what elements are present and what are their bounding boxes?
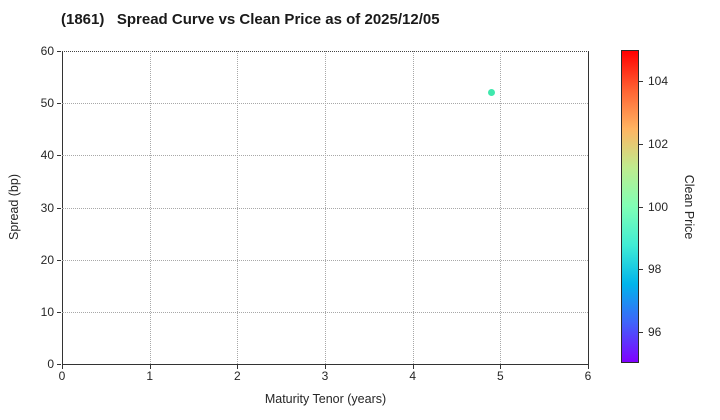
y-tick-label: 0: [47, 357, 54, 371]
x-tick-mark: [412, 365, 414, 369]
horizontal-gridline: [62, 207, 588, 209]
y-tick-mark: [57, 259, 61, 261]
y-tick-label: 30: [40, 200, 54, 215]
colorbar-tick-mark: [639, 206, 643, 208]
y-tick-mark: [57, 207, 61, 209]
colorbar-tick-label: 100: [648, 199, 669, 214]
x-tick-mark: [237, 365, 239, 369]
x-tick-label: 2: [233, 369, 241, 383]
colorbar-tick-mark: [639, 331, 643, 333]
colorbar-label: Clean Price: [682, 174, 696, 240]
y-tick-label: 50: [40, 96, 54, 111]
colorbar-tick-label: 102: [648, 136, 669, 151]
x-tick-label: 3: [321, 369, 329, 383]
x-tick-mark: [325, 365, 326, 369]
colorbar: [621, 50, 639, 363]
colorbar-tick-label: 104: [648, 74, 669, 89]
y-tick-label: 20: [40, 252, 54, 267]
x-tick-mark: [62, 365, 63, 369]
x-tick-label: 1: [146, 369, 153, 383]
scatter-point: [488, 89, 496, 97]
y-tick-label: 40: [40, 148, 54, 163]
horizontal-gridline: [62, 311, 588, 313]
y-tick-mark: [57, 103, 61, 105]
x-tick-mark: [588, 365, 589, 369]
colorbar-tick-mark: [639, 269, 643, 271]
x-tick-label: 6: [584, 369, 592, 383]
chart-title: (1861) Spread Curve vs Clean Price as of…: [61, 11, 440, 28]
x-axis-label: Maturity Tenor (years): [264, 392, 387, 406]
colorbar-tick-mark: [639, 81, 643, 83]
x-tick-mark: [500, 365, 502, 369]
colorbar-tick-mark: [639, 143, 643, 145]
horizontal-gridline: [62, 259, 588, 261]
x-tick-label: 4: [409, 369, 416, 383]
y-tick-label: 60: [40, 44, 54, 58]
x-tick-label: 0: [58, 369, 66, 383]
y-tick-mark: [57, 51, 61, 52]
x-tick-label: 5: [496, 369, 504, 383]
horizontal-gridline: [62, 103, 588, 105]
horizontal-gridline: [62, 155, 588, 157]
y-tick-mark: [57, 311, 61, 313]
colorbar-tick-label: 98: [648, 262, 662, 277]
x-tick-mark: [149, 365, 151, 369]
colorbar-tick-label: 96: [648, 324, 662, 339]
y-tick-mark: [57, 155, 61, 157]
colorbar-gradient: [622, 51, 638, 362]
y-tick-label: 10: [40, 304, 54, 319]
y-tick-mark: [57, 364, 61, 365]
